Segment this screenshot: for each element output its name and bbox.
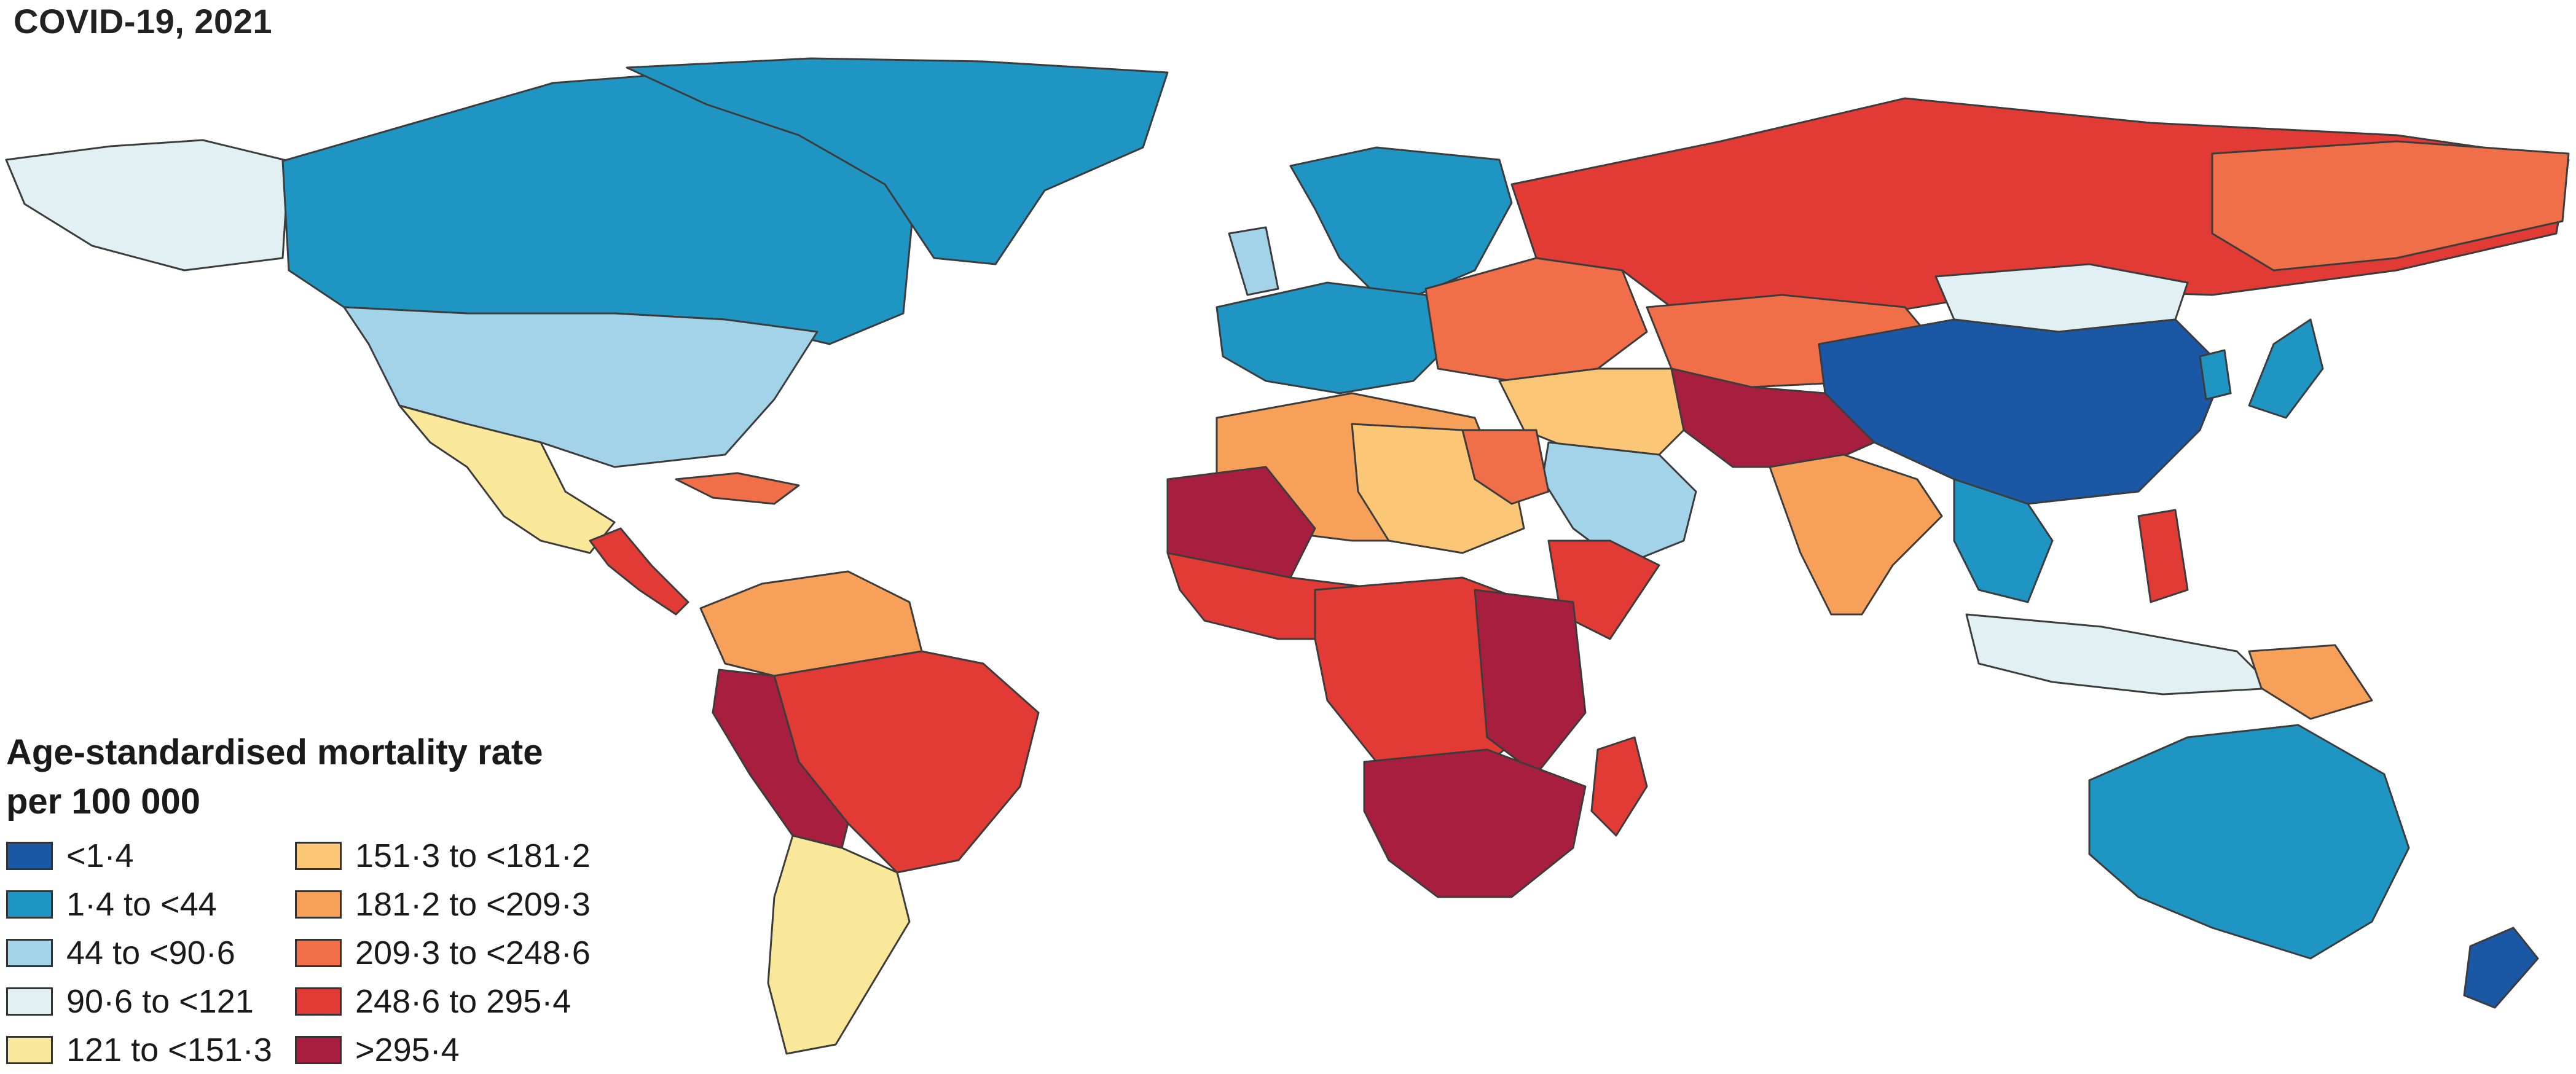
map-region: Indonesia (1965, 613, 2275, 696)
map-region: United States (343, 306, 819, 468)
legend-label: 248·6 to 295·4 (355, 982, 571, 1020)
legend-label: 151·3 to <181·2 (355, 837, 591, 874)
map-region: Argentina / Chile (767, 834, 911, 1055)
legend-swatch (295, 890, 342, 919)
legend: Age-standardised mortality rate per 100 … (6, 728, 621, 1074)
map-region: Greenland (626, 57, 1169, 265)
legend-swatch (6, 890, 53, 919)
map-region: New Zealand (2463, 927, 2539, 1009)
legend-swatch (6, 987, 53, 1016)
legend-label: 44 to <90·6 (66, 934, 235, 971)
map-region: Mexico (398, 404, 616, 554)
legend-swatch (295, 1035, 342, 1064)
legend-item: 209·3 to <248·6 (295, 928, 615, 977)
legend-item: 151·3 to <181·2 (295, 831, 615, 880)
map-region: Caribbean (675, 472, 800, 505)
legend-item: 44 to <90·6 (6, 928, 295, 977)
legend-label: 90·6 to <121 (66, 982, 254, 1020)
legend-swatch (295, 841, 342, 870)
map-regions: AlaskaCanadaGreenlandUnited StatesMexico… (5, 57, 2570, 1055)
legend-item: 181·2 to <209·3 (295, 880, 615, 928)
legend-label: 1·4 to <44 (66, 885, 217, 923)
map-region: India (1769, 453, 1943, 616)
legend-item: 90·6 to <121 (6, 977, 295, 1025)
map-region: Madagascar (1590, 736, 1648, 837)
legend-label: >295·4 (355, 1031, 460, 1068)
map-region: Southern Africa (1363, 748, 1587, 898)
map-region: Western Europe (1215, 281, 1451, 394)
map-region: Korea (2199, 349, 2232, 401)
map-region: Iran / Afghanistan (1670, 367, 1875, 468)
map-region: Egypt (1461, 429, 1550, 505)
map-region: Australia (2088, 724, 2410, 960)
legend-swatch (6, 938, 53, 967)
legend-item: 248·6 to 295·4 (295, 977, 615, 1025)
map-region: UK (1228, 226, 1279, 296)
legend-item: 121 to <151·3 (6, 1025, 295, 1074)
map-region: Alaska (5, 139, 290, 272)
map-region: Eastern Russia (2211, 140, 2570, 272)
legend-label: <1·4 (66, 837, 134, 874)
map-region: Papua New Guinea (2248, 644, 2373, 720)
legend-label: 181·2 to <209·3 (355, 885, 591, 923)
legend-swatch (295, 938, 342, 967)
legend-item: <1·4 (6, 831, 295, 880)
map-region: Central America (589, 527, 689, 616)
map-region: Japan (2248, 318, 2324, 419)
legend-swatch (6, 1035, 53, 1064)
legend-item: 1·4 to <44 (6, 880, 295, 928)
map-region: East Africa (1474, 589, 1587, 775)
map-region: Iceland / Scandinavia (1289, 146, 1513, 308)
legend-swatch (295, 987, 342, 1016)
map-region: Philippines (2137, 509, 2189, 603)
map-title: COVID-19, 2021 (14, 2, 272, 41)
legend-label: 209·3 to <248·6 (355, 934, 591, 971)
legend-title-line-2: per 100 000 (6, 782, 201, 821)
map-region: Southeast Asia (1953, 478, 2054, 603)
legend-classes: <1·4 1·4 to <44 44 to <90·6 90·6 to <121… (6, 831, 621, 1074)
legend-swatch (6, 841, 53, 870)
legend-label: 121 to <151·3 (66, 1031, 272, 1068)
legend-title-line-1: Age-standardised mortality rate (6, 732, 543, 772)
legend-item: >295·4 (295, 1025, 615, 1074)
